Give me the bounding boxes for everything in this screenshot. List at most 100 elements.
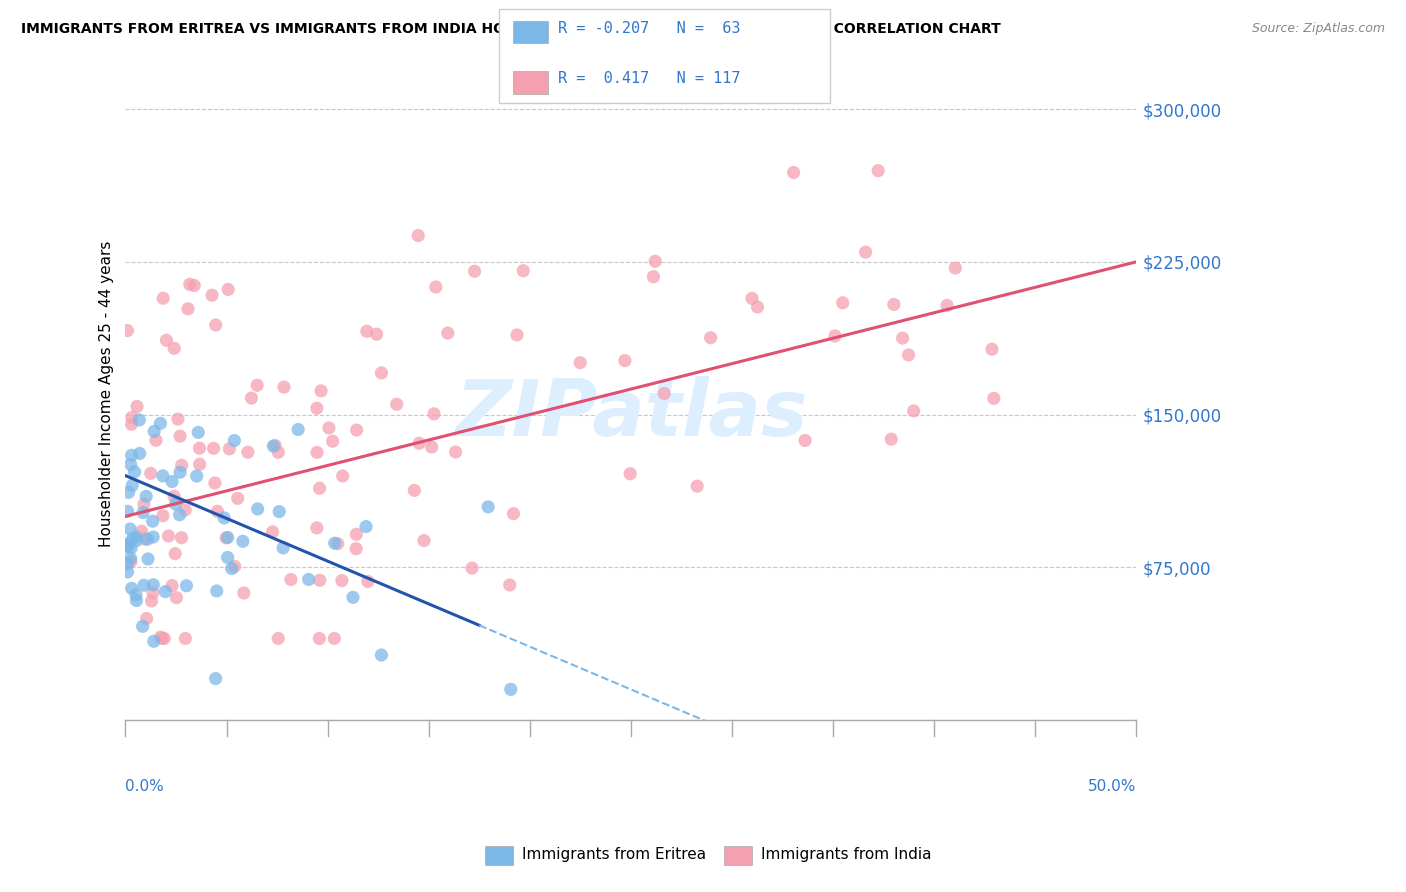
Point bbox=[346, 423, 368, 437]
Point bbox=[165, 497, 187, 511]
Point bbox=[142, 585, 165, 599]
Point bbox=[855, 245, 877, 260]
Point bbox=[125, 400, 148, 414]
Point bbox=[224, 559, 246, 574]
Point bbox=[149, 630, 172, 644]
Point bbox=[264, 438, 287, 452]
Point bbox=[499, 578, 522, 592]
Point bbox=[187, 425, 209, 440]
Point bbox=[569, 356, 592, 370]
Point bbox=[226, 491, 249, 506]
Text: R =  0.417   N = 117: R = 0.417 N = 117 bbox=[558, 71, 741, 87]
Point bbox=[240, 391, 263, 405]
Point bbox=[342, 591, 364, 605]
Point bbox=[132, 578, 155, 592]
Point bbox=[217, 550, 239, 565]
Point bbox=[943, 260, 966, 275]
Point bbox=[477, 500, 499, 514]
Point bbox=[613, 353, 636, 368]
Point bbox=[143, 425, 166, 439]
Point bbox=[169, 508, 191, 522]
Point bbox=[983, 392, 1005, 406]
Point bbox=[150, 632, 173, 646]
Point bbox=[132, 497, 155, 511]
Point bbox=[117, 485, 139, 500]
Point bbox=[139, 467, 162, 481]
Point bbox=[132, 506, 155, 520]
Point bbox=[236, 445, 259, 459]
Point bbox=[136, 532, 159, 546]
Point bbox=[936, 298, 959, 312]
Point bbox=[464, 264, 486, 278]
Point bbox=[406, 228, 429, 243]
Point bbox=[269, 505, 291, 519]
Point bbox=[318, 421, 340, 435]
Point bbox=[413, 533, 436, 548]
Point bbox=[188, 441, 211, 455]
Point bbox=[280, 573, 302, 587]
Point bbox=[141, 594, 163, 608]
Point bbox=[202, 442, 225, 456]
Point bbox=[117, 557, 139, 571]
Point bbox=[155, 333, 177, 347]
Point bbox=[322, 434, 344, 449]
Point bbox=[218, 442, 240, 456]
Point bbox=[221, 561, 243, 575]
Point bbox=[212, 511, 235, 525]
Point bbox=[160, 579, 183, 593]
Point bbox=[246, 502, 269, 516]
Point bbox=[891, 331, 914, 345]
Point bbox=[330, 574, 353, 588]
Point bbox=[121, 410, 143, 425]
Point bbox=[155, 584, 177, 599]
Point bbox=[183, 278, 205, 293]
Text: Immigrants from Eritrea: Immigrants from Eritrea bbox=[522, 847, 706, 863]
Point bbox=[323, 536, 346, 550]
Text: Source: ZipAtlas.com: Source: ZipAtlas.com bbox=[1251, 22, 1385, 36]
Point bbox=[169, 429, 191, 443]
Point bbox=[903, 404, 925, 418]
Point bbox=[125, 530, 148, 544]
Point bbox=[499, 682, 522, 697]
Point bbox=[506, 327, 529, 342]
Point bbox=[271, 541, 294, 555]
Point bbox=[117, 504, 139, 518]
Point bbox=[142, 530, 165, 544]
Point bbox=[135, 489, 157, 503]
Point bbox=[404, 483, 426, 498]
Point bbox=[166, 591, 188, 605]
Point bbox=[120, 551, 142, 566]
Point bbox=[308, 632, 330, 646]
Text: 0.0%: 0.0% bbox=[125, 779, 165, 794]
Point bbox=[644, 254, 666, 268]
Point bbox=[246, 378, 269, 392]
Point bbox=[686, 479, 709, 493]
Point bbox=[153, 632, 176, 646]
Point bbox=[135, 611, 157, 625]
Point bbox=[298, 573, 321, 587]
Point bbox=[142, 514, 165, 528]
Point bbox=[152, 508, 174, 523]
Point bbox=[423, 407, 446, 421]
Point bbox=[981, 342, 1004, 356]
Point bbox=[357, 574, 380, 589]
Point bbox=[121, 448, 143, 462]
Point bbox=[425, 280, 447, 294]
Point bbox=[287, 423, 309, 437]
Point bbox=[217, 531, 239, 545]
Point bbox=[204, 475, 226, 490]
Point bbox=[308, 574, 330, 588]
Point bbox=[118, 536, 141, 550]
Point bbox=[420, 440, 443, 454]
Point bbox=[177, 301, 200, 316]
Point bbox=[512, 264, 534, 278]
Point bbox=[204, 672, 226, 686]
Point bbox=[125, 533, 148, 548]
Point bbox=[205, 584, 228, 599]
Point bbox=[880, 432, 903, 446]
Point bbox=[204, 318, 226, 332]
Point bbox=[120, 554, 142, 568]
Point bbox=[121, 582, 143, 596]
Point bbox=[142, 634, 165, 648]
Point bbox=[120, 541, 142, 555]
